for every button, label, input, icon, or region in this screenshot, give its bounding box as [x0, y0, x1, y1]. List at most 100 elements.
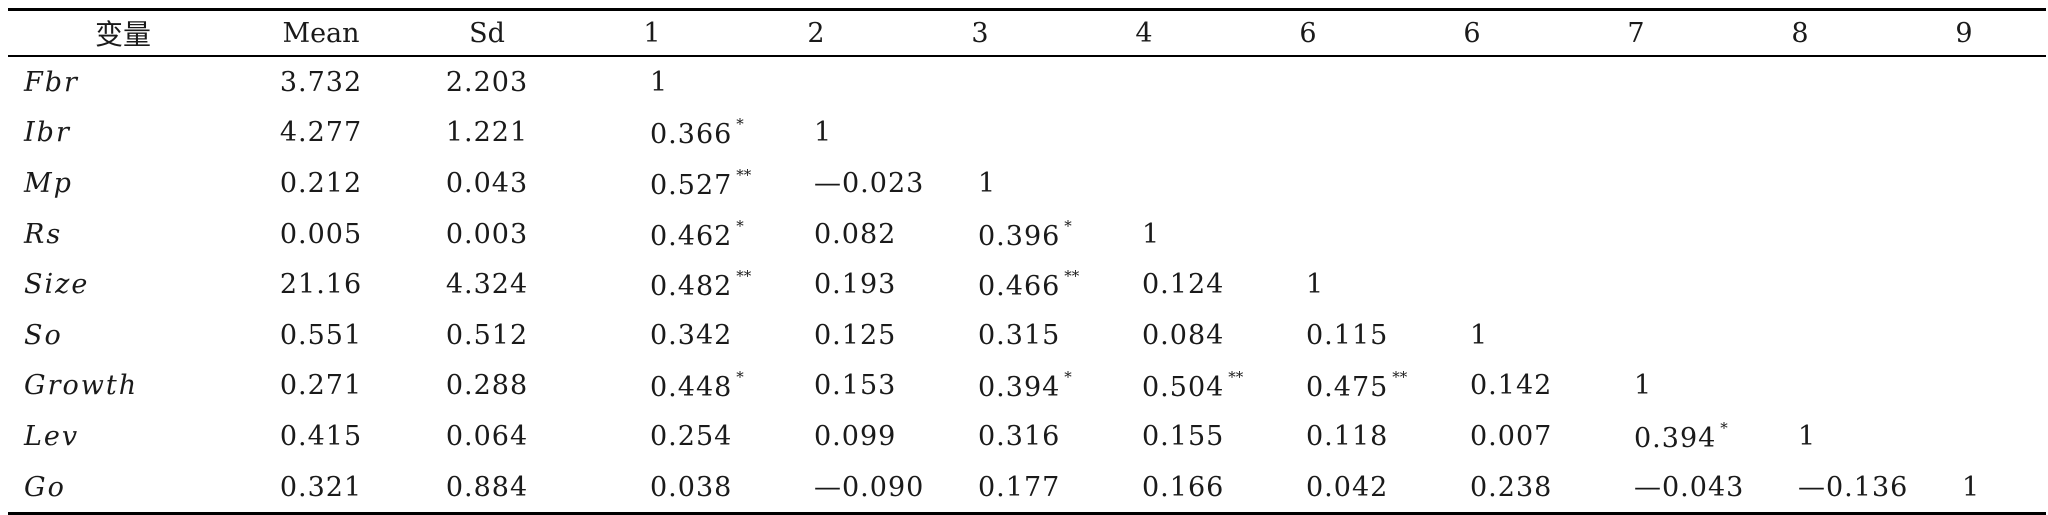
correlation-cell: 0.366 *: [570, 108, 744, 159]
correlation-value: 1: [1962, 471, 1981, 503]
variable-name: Fbr: [24, 66, 79, 98]
empty-cell: [1882, 411, 2046, 462]
empty-cell: [1554, 56, 1718, 108]
correlation-value: 0.315: [978, 319, 1061, 351]
correlation-value: 1: [978, 167, 997, 199]
significance-marker: **: [736, 267, 752, 286]
correlation-cell: 0.177: [898, 462, 1062, 514]
empty-cell: [1554, 108, 1718, 159]
correlation-value: —0.043: [1634, 471, 1745, 503]
empty-cell: [1226, 56, 1390, 108]
correlation-cell: 0.193: [734, 259, 898, 310]
correlation-value: 0.115: [1306, 319, 1389, 351]
correlation-cell: 0.155: [1062, 411, 1226, 462]
empty-cell: [1062, 158, 1226, 209]
empty-cell: [1882, 158, 2046, 209]
empty-cell: [1718, 259, 1882, 310]
correlation-cell: 0.042: [1226, 462, 1390, 514]
empty-cell: [1882, 259, 2046, 310]
correlation-value: 0.448: [650, 372, 733, 404]
correlation-value: 0.007: [1470, 420, 1553, 452]
mean-value: 0.005: [279, 218, 363, 250]
empty-cell: [1390, 158, 1554, 209]
variable-name: So: [24, 319, 63, 351]
table-row: Go 0.321 0.884 0.038 —0.090 0.177 0.166 0.042 0.…: [8, 462, 2046, 514]
correlation-value: 1: [1470, 319, 1489, 351]
empty-cell: [1718, 56, 1882, 108]
correlation-cell: 1: [898, 158, 1062, 209]
correlation-value: 0.475: [1306, 372, 1389, 404]
correlation-cell: 0.118: [1226, 411, 1390, 462]
empty-cell: [1062, 108, 1226, 159]
correlation-value: 0.153: [814, 370, 897, 402]
header-col-6: 6: [1390, 9, 1554, 57]
significance-marker: *: [736, 115, 744, 134]
empty-cell: [898, 56, 1062, 108]
significance-marker: *: [736, 368, 744, 387]
correlation-table: 变量 Mean Sd 1 2 3 4 6 6 7 8 9 Fbr 3.732 2.2…: [8, 8, 2046, 515]
mean-value: 0.212: [279, 167, 363, 199]
variable-name: Go: [24, 471, 66, 503]
mean-value: 3.732: [279, 66, 363, 98]
correlation-value: 0.396: [978, 220, 1061, 252]
significance-marker: **: [1064, 267, 1080, 286]
variable-name: Size: [24, 269, 90, 301]
empty-cell: [1554, 259, 1718, 310]
correlation-value: 0.366: [650, 119, 733, 151]
header-mean: Mean: [238, 9, 404, 57]
header-col-8: 8: [1718, 9, 1882, 57]
correlation-value: 0.166: [1142, 471, 1225, 503]
significance-marker: *: [1720, 418, 1728, 437]
correlation-value: 0.099: [814, 420, 897, 452]
variable-name: Rs: [24, 218, 63, 250]
correlation-cell: 0.527 **: [570, 158, 751, 209]
correlation-value: 0.118: [1306, 420, 1389, 452]
mean-value: 0.551: [279, 319, 363, 351]
empty-cell: [1390, 108, 1554, 159]
correlation-value: 0.342: [650, 319, 733, 351]
sd-value: 2.203: [445, 66, 529, 98]
correlation-value: 1: [1634, 370, 1653, 402]
table-row: So 0.551 0.512 0.342 0.125 0.315 0.084 0.115 1: [8, 310, 2046, 361]
mean-value: 21.16: [279, 269, 363, 301]
empty-cell: [1554, 158, 1718, 209]
table-row: Lev 0.415 0.064 0.254 0.099 0.316 0.155 0.118 0.…: [8, 411, 2046, 462]
correlation-value: 0.394: [978, 372, 1061, 404]
correlation-cell: 0.448 *: [570, 361, 744, 412]
correlation-value: 0.394: [1634, 422, 1717, 454]
correlation-cell: 1: [1882, 462, 2046, 514]
mean-value: 0.321: [279, 471, 363, 503]
variable-name: Lev: [24, 420, 80, 452]
header-col-9: 9: [1882, 9, 2046, 57]
correlation-cell: 1: [570, 56, 734, 108]
header-col-3: 3: [898, 9, 1062, 57]
correlation-value: 0.504: [1142, 372, 1225, 404]
table-row: Ibr 4.277 1.221 0.366 * 1: [8, 108, 2046, 159]
table-body: Fbr 3.732 2.203 1 Ibr 4.277 1.221 0.366 * 1 Mp 0.21…: [8, 56, 2046, 514]
correlation-cell: 0.342: [570, 310, 734, 361]
correlation-cell: 0.394 *: [898, 361, 1072, 412]
correlation-cell: 0.124: [1062, 259, 1226, 310]
empty-cell: [1718, 310, 1882, 361]
empty-cell: [1882, 209, 2046, 260]
correlation-value: 1: [1306, 269, 1325, 301]
correlation-cell: 1: [1718, 411, 1882, 462]
variable-name: Mp: [24, 167, 73, 199]
sd-value: 4.324: [445, 269, 529, 301]
correlation-value: 0.238: [1470, 471, 1553, 503]
correlation-value: 0.462: [650, 220, 733, 252]
variable-name: Growth: [24, 370, 139, 402]
sd-value: 0.288: [445, 370, 529, 402]
mean-value: 0.415: [279, 420, 363, 452]
header-variable: 变量: [8, 9, 238, 57]
empty-cell: [1718, 361, 1882, 412]
empty-cell: [1882, 361, 2046, 412]
sd-value: 1.221: [445, 117, 529, 149]
empty-cell: [1882, 108, 2046, 159]
correlation-cell: 0.115: [1226, 310, 1390, 361]
correlation-cell: —0.136: [1718, 462, 1907, 514]
table-row: Growth 0.271 0.288 0.448 * 0.153 0.394 * 0.504 **…: [8, 361, 2046, 412]
empty-cell: [1554, 310, 1718, 361]
empty-cell: [1062, 56, 1226, 108]
empty-cell: [1718, 209, 1882, 260]
